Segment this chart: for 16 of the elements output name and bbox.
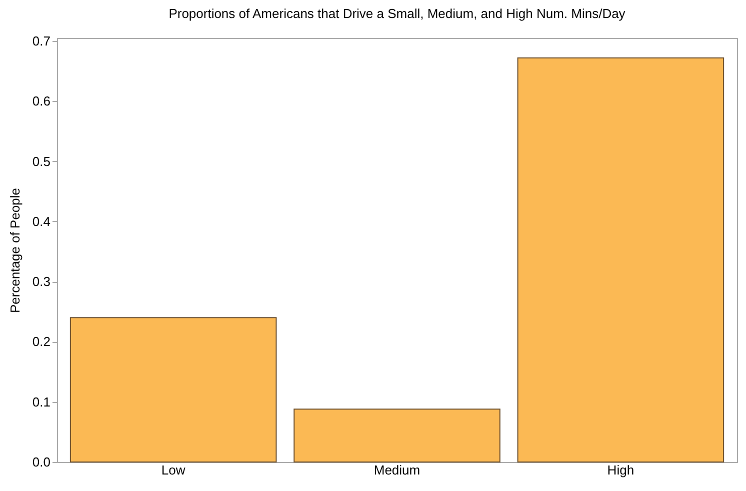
x-tick-label: High — [607, 462, 634, 478]
bar — [294, 408, 500, 462]
y-tick-label: 0.1 — [32, 394, 50, 410]
y-axis-title: Percentage of People — [7, 188, 22, 314]
y-tick-label: 0.0 — [32, 454, 50, 470]
y-tick-label: 0.7 — [32, 34, 50, 49]
y-tick-label: 0.2 — [32, 334, 50, 350]
bar — [517, 57, 724, 462]
bar — [70, 317, 277, 462]
y-tick-label: 0.4 — [32, 214, 50, 229]
x-tick-label: Medium — [374, 462, 420, 478]
y-tick-label: 0.5 — [32, 154, 50, 169]
y-tick-label: 0.6 — [32, 94, 50, 109]
y-tick-label: 0.3 — [32, 274, 50, 290]
x-tick-label: Low — [161, 462, 186, 478]
chart-title: Proportions of Americans that Drive a Small, Medium, and High Num. Mins/Day — [168, 6, 626, 22]
